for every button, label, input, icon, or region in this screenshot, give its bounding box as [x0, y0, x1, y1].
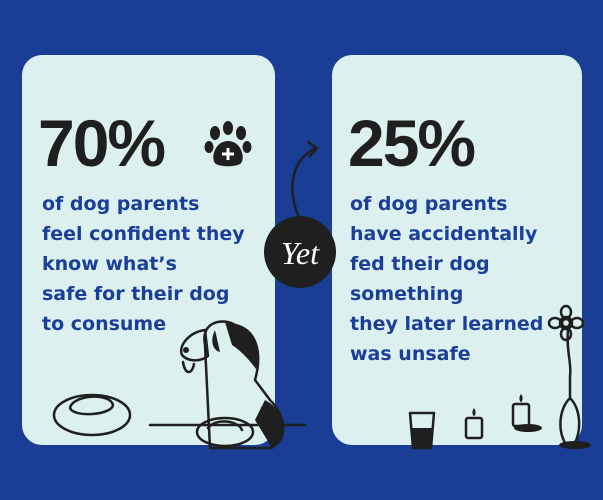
description-line: of dog parents [42, 193, 199, 215]
description-line: fed their dog [350, 253, 490, 275]
yet-badge [264, 216, 336, 288]
description-line: they later learned [350, 313, 543, 335]
right-card [332, 55, 582, 445]
description-line: something [350, 283, 463, 305]
illustration-table [408, 304, 591, 450]
left-card [22, 55, 275, 445]
description-line: of dog parents [350, 193, 507, 215]
description-line: have accidentally [350, 223, 538, 245]
arrow [291, 146, 318, 217]
paw-icon [204, 121, 252, 167]
stat-value: 70% [38, 106, 164, 180]
yet-label: Yet [281, 235, 320, 271]
arrow-head [306, 140, 319, 158]
description-line: safe for their dog [42, 283, 229, 305]
description-line: to consume [42, 313, 166, 335]
stat-value: 25% [348, 106, 474, 180]
description-line: was unsafe [350, 343, 471, 365]
illustration-dog [52, 320, 307, 450]
description-line: know what’s [42, 253, 177, 275]
description-line: feel confident they [42, 223, 245, 245]
